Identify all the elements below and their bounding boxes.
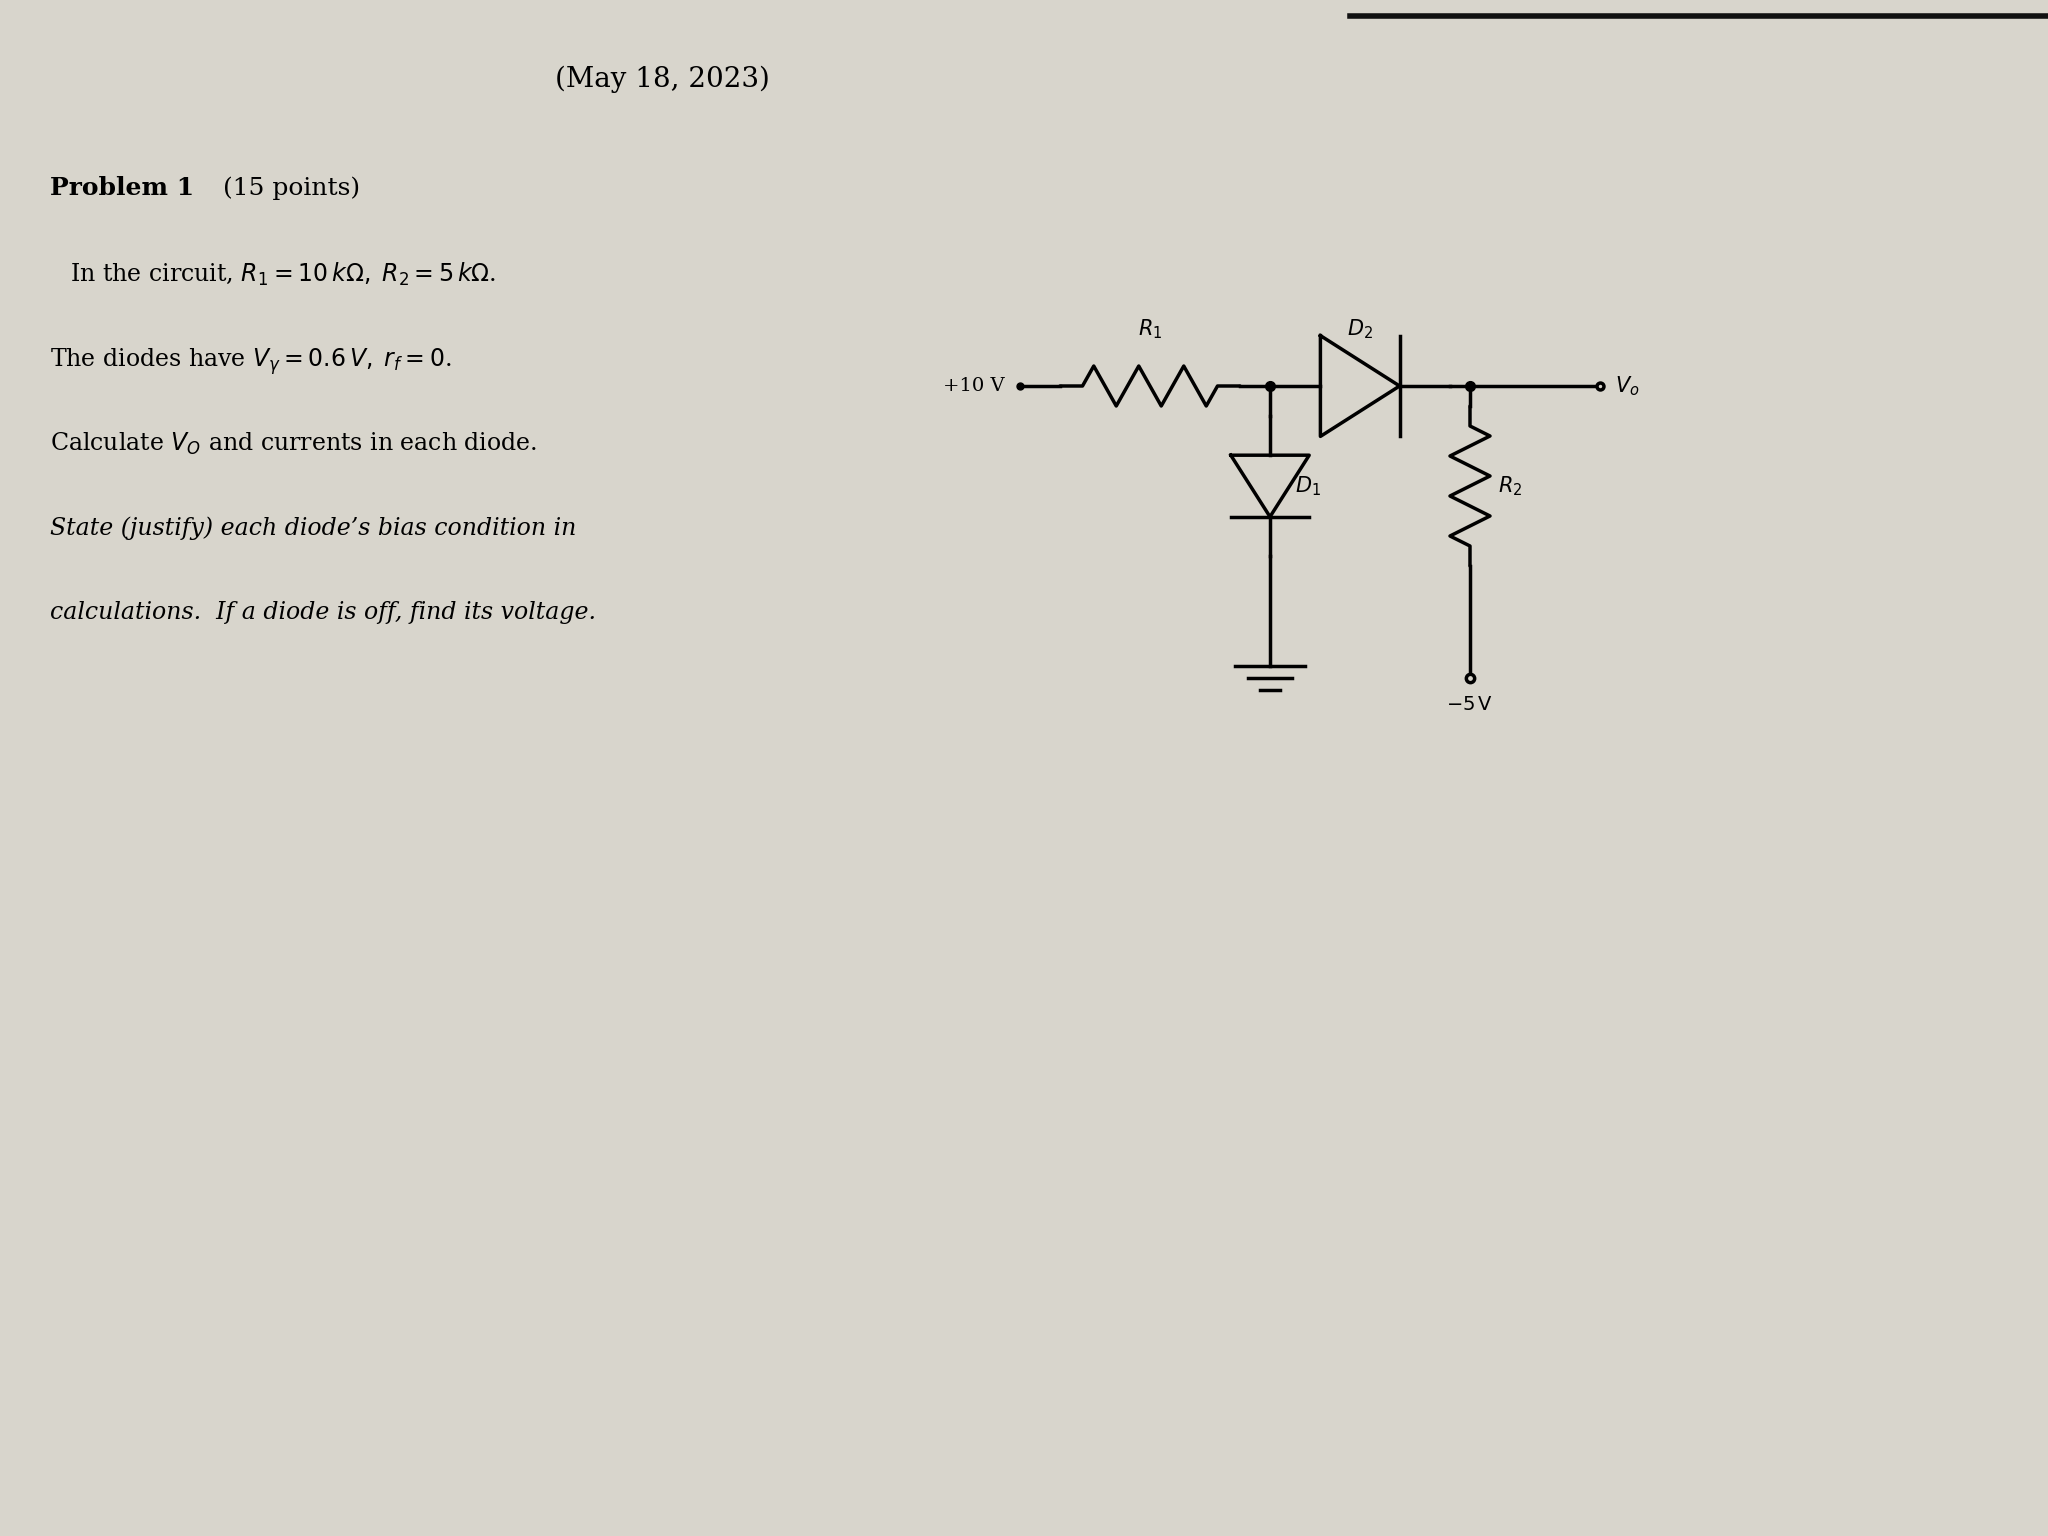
- Text: (May 18, 2023): (May 18, 2023): [555, 66, 770, 94]
- Text: In the circuit, $R_1 = 10\,k\Omega,\; R_2 = 5\,k\Omega$.: In the circuit, $R_1 = 10\,k\Omega,\; R_…: [70, 261, 496, 289]
- Text: $-5\,\mathrm{V}$: $-5\,\mathrm{V}$: [1446, 696, 1493, 714]
- Text: Calculate $V_O$ and currents in each diode.: Calculate $V_O$ and currents in each dio…: [49, 432, 537, 458]
- Text: $R_2$: $R_2$: [1497, 475, 1522, 498]
- Text: +10 V: +10 V: [944, 376, 1006, 395]
- Text: $D_2$: $D_2$: [1348, 318, 1372, 341]
- Text: State (justify) each diode’s bias condition in: State (justify) each diode’s bias condit…: [49, 516, 575, 539]
- Text: $D_1$: $D_1$: [1294, 475, 1321, 498]
- Text: Problem 1: Problem 1: [49, 177, 195, 200]
- Text: $V_o$: $V_o$: [1616, 375, 1640, 398]
- Text: (15 points): (15 points): [215, 177, 360, 200]
- Text: calculations.  If a diode is off, find its voltage.: calculations. If a diode is off, find it…: [49, 601, 596, 624]
- Text: $R_1$: $R_1$: [1139, 318, 1161, 341]
- Text: The diodes have $V_\gamma = 0.6\,V,\; r_f = 0$.: The diodes have $V_\gamma = 0.6\,V,\; r_…: [49, 346, 453, 376]
